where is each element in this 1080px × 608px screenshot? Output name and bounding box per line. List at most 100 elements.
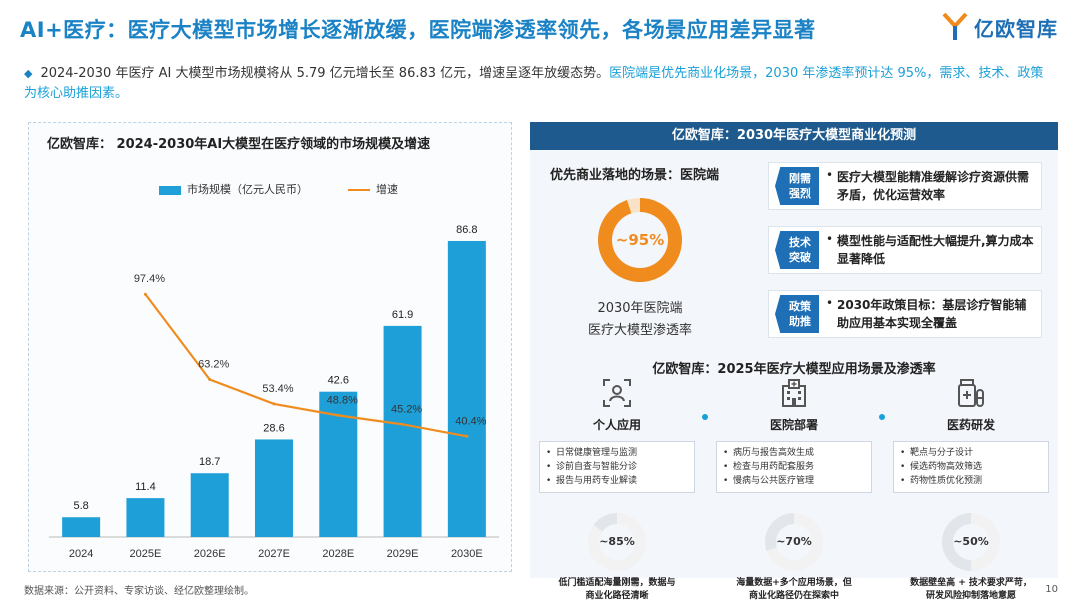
driver-tag-line1: 刚需 — [789, 172, 811, 185]
app-name: 个人应用 — [592, 418, 641, 432]
x-tick-label: 2026E — [194, 548, 226, 560]
source-note: 数据来源：公开资料、专家访谈、经亿欧整理绘制。 — [24, 586, 254, 597]
page-title: AI+医疗：医疗大模型市场增长逐渐放缓，医院端渗透率领先，各场景应用差异显著 — [20, 18, 816, 42]
growth-point — [465, 434, 469, 438]
hospital-donut-value: ~95% — [612, 212, 668, 268]
scene-label: 优先商业落地的场景：医院端 — [550, 168, 720, 183]
app-items: 靶点与分子设计 候选药物高效筛选 药物性质优化预测 — [893, 441, 1049, 493]
driver-tag-line2: 助推 — [789, 315, 811, 328]
driver-policy: 政策助推 • 2030年政策目标：基层诊疗智能辅助应用基本实现全覆盖 — [768, 290, 1042, 338]
growth-point — [401, 422, 405, 426]
connector-dot — [702, 414, 708, 420]
growth-line — [144, 293, 468, 438]
hospital-donut: ~95% — [598, 198, 682, 282]
connector-dot — [879, 414, 885, 420]
driver-tag-line2: 强烈 — [789, 187, 811, 200]
app-item: 慢病与公共医疗管理 — [723, 474, 865, 488]
app-items: 病历与报告高效生成 检查与用药配套服务 慢病与公共医疗管理 — [716, 441, 872, 493]
legend-line: 增速 — [348, 181, 398, 197]
x-tick-label: 2024 — [69, 548, 93, 560]
bar — [126, 498, 165, 537]
driver-tag: 政策 助推 — [775, 295, 819, 333]
app-note: 海量数据+多个应用场景，但 商业化路径仍在探索中 — [711, 577, 877, 603]
summary-main: 2024-2030 年医疗 AI 大模型市场规模将从 5.79 亿元增长至 86… — [40, 66, 610, 81]
growth-label: 53.4% — [262, 383, 293, 395]
app-item: 病历与报告高效生成 — [723, 446, 865, 460]
market-chart: 5.8 2024 11.4 2025E 18.7 2026E 28.6 2027E 42.6 20… — [49, 224, 499, 560]
driver-demand: 刚需强烈 • 医疗大模型能精准缓解诊疗资源供需矛盾，优化运营效率 — [768, 162, 1042, 210]
legend-bar: 市场规模（亿元人民币） — [159, 181, 308, 197]
app-donut: ~70% — [765, 513, 823, 571]
app-item: 靶点与分子设计 — [900, 446, 1042, 460]
driver-tag: 刚需 强烈 — [775, 167, 819, 205]
x-tick-label: 2030E — [451, 548, 483, 560]
logo-text: 亿欧智库 — [974, 16, 1058, 41]
logo: 亿欧智库 — [942, 12, 1058, 42]
forecast-panel: 亿欧智库：2030年医疗大模型商业化预测 优先商业落地的场景：医院端 ~95% … — [530, 122, 1058, 601]
app-hospital: 医院部署 病历与报告高效生成 检查与用药配套服务 慢病与公共医疗管理 ~70% … — [711, 378, 877, 603]
medicine-icon — [958, 379, 984, 407]
bar — [255, 439, 293, 537]
page-number: 10 — [1045, 584, 1058, 595]
growth-label: 63.2% — [198, 358, 229, 370]
x-tick-label: 2028E — [322, 548, 354, 560]
bar — [62, 517, 101, 537]
app-item: 检查与用药配套服务 — [723, 460, 865, 474]
donut-caption-line1: 2030年医院端 — [597, 301, 683, 316]
driver-tag: 技术 突破 — [775, 231, 819, 269]
donut-caption-line2: 医疗大模型渗透率 — [587, 323, 692, 338]
legend-bar-swatch — [159, 185, 181, 195]
bar — [190, 473, 229, 537]
summary-text: ◆ 2024-2030 年医疗 AI 大模型市场规模将从 5.79 亿元增长至 8… — [24, 64, 1054, 104]
legend-line-label: 增速 — [376, 183, 398, 196]
app-donut-value: ~85% — [599, 524, 635, 560]
x-tick-label: 2029E — [387, 548, 419, 560]
app-item: 候选药物高效筛选 — [900, 460, 1042, 474]
growth-point — [143, 292, 147, 296]
bar-label: 18.7 — [199, 456, 220, 468]
app-note-line2: 商业化路径仍在探索中 — [748, 591, 839, 601]
growth-label: 40.4% — [455, 415, 486, 427]
driver-text: 医疗大模型能精准缓解诊疗资源供需矛盾，优化运营效率 — [837, 170, 1030, 202]
driver-tag-line1: 技术 — [789, 236, 811, 249]
app-note: 低门槛适配海量刚需，数据与 商业化路径清晰 — [534, 577, 700, 603]
bar-label: 42.6 — [328, 375, 349, 387]
app-note-line2: 商业化路径清晰 — [585, 591, 649, 601]
bar-label: 86.8 — [456, 224, 477, 236]
chart-legend: 市场规模（亿元人民币） 增速 — [159, 181, 398, 197]
app-note: 数据壁垒高 + 技术要求严苛， 研发风险抑制落地意愿 — [888, 577, 1054, 603]
chart-panel: 亿欧智库： 2024-2030年AI大模型在医疗领域的市场规模及增速 市场规模（… — [28, 122, 512, 572]
bar-label: 5.8 — [73, 500, 88, 512]
person-scan-icon — [603, 379, 631, 407]
growth-label: 97.4% — [134, 273, 165, 285]
bullet-icon: • — [826, 232, 834, 246]
driver-text: 模型性能与适配性大幅提升,算力成本显著降低 — [837, 234, 1034, 266]
growth-point — [336, 413, 340, 417]
bar-label: 28.6 — [263, 422, 284, 434]
growth-label: 45.2% — [391, 403, 422, 415]
app-donut-value: ~50% — [953, 524, 989, 560]
driver-tag-line1: 政策 — [789, 300, 811, 313]
bullet-icon: • — [826, 296, 834, 310]
logo-icon — [942, 12, 968, 40]
app-donut: ~85% — [588, 513, 646, 571]
growth-point — [208, 377, 212, 381]
driver-text: 2030年政策目标：基层诊疗智能辅助应用基本实现全覆盖 — [837, 298, 1027, 330]
driver-tech: 技术 突破 • 模型性能与适配性大幅提升,算力成本显著降低 — [768, 226, 1042, 274]
legend-line-swatch — [348, 189, 370, 191]
app-note-line1: 数据壁垒高 + 技术要求严苛， — [910, 578, 1032, 588]
growth-label: 48.8% — [327, 394, 358, 406]
app-items: 日常健康管理与监测 诊前自查与智能分诊 报告与用药专业解读 — [539, 441, 695, 493]
app-note-line1: 低门槛适配海量刚需，数据与 — [558, 578, 676, 588]
x-tick-label: 2025E — [130, 548, 162, 560]
app-note-line2: 研发风险抑制落地意愿 — [925, 591, 1016, 601]
bar — [447, 240, 486, 537]
bullet-icon: • — [826, 168, 834, 182]
bar-label: 61.9 — [392, 309, 413, 321]
app-pharma: 医药研发 靶点与分子设计 候选药物高效筛选 药物性质优化预测 ~50% 数据壁垒… — [888, 378, 1054, 603]
legend-bar-label: 市场规模（亿元人民币） — [187, 183, 308, 196]
growth-point — [272, 402, 276, 406]
app-item: 药物性质优化预测 — [900, 474, 1042, 488]
bar — [383, 325, 422, 537]
chart-title: 亿欧智库： 2024-2030年AI大模型在医疗领域的市场规模及增速 — [47, 137, 431, 152]
